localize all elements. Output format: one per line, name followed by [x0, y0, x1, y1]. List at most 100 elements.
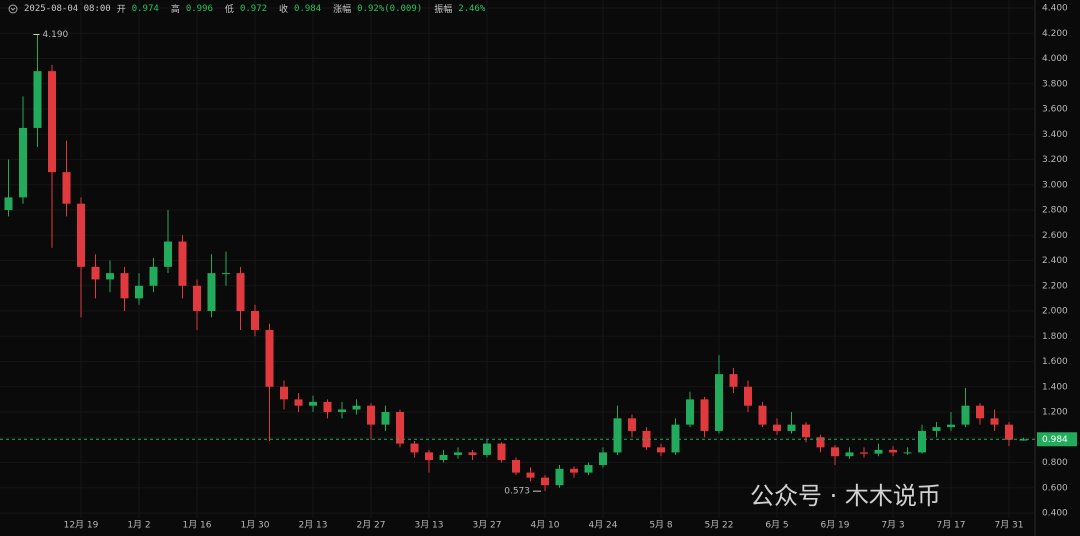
y-tick-label: 3.200 — [1042, 155, 1068, 165]
candle-body — [381, 412, 390, 425]
candle-body — [932, 427, 941, 431]
header-label: 涨幅 — [333, 5, 352, 15]
candle-body — [19, 127, 27, 198]
x-tick-label: 6月 5 — [765, 520, 788, 531]
header-value: 0.972 — [239, 3, 268, 14]
y-tick-label: 2.800 — [1042, 206, 1068, 216]
candle-body — [48, 71, 56, 173]
candle-body — [251, 311, 259, 330]
header-label: 低 — [224, 5, 234, 15]
x-tick-label: 3月 13 — [414, 520, 443, 531]
candle-body — [715, 374, 723, 431]
header-label: 收 — [279, 5, 289, 15]
y-tick-label: 0.800 — [1042, 458, 1068, 468]
y-tick-label: 4.400 — [1042, 4, 1068, 14]
y-tick-label: 0.600 — [1042, 483, 1068, 493]
header-time: 2025-08-04 08:00 — [24, 3, 111, 14]
header-value: 0.996 — [185, 3, 213, 14]
candle-body — [497, 443, 506, 460]
x-tick-label: 3月 27 — [472, 520, 501, 531]
candle-body — [207, 273, 216, 311]
candle-body — [352, 405, 361, 410]
candle-body — [323, 401, 332, 412]
candle-body — [309, 401, 317, 406]
watermark: 公众号 · 木木说币 — [750, 482, 941, 510]
candle-body — [599, 452, 607, 466]
header-label: 振幅 — [434, 5, 453, 15]
candle-body — [4, 197, 13, 210]
candle-body — [236, 273, 245, 311]
candle-body — [178, 241, 187, 286]
y-tick-label: 1.800 — [1042, 332, 1068, 342]
x-tick-label: 5月 22 — [704, 520, 733, 531]
candle-body — [33, 71, 42, 128]
candle-body — [628, 418, 636, 431]
candle-body — [773, 424, 781, 431]
header-value: 0.974 — [131, 3, 159, 14]
header-value: 2.46% — [458, 3, 486, 14]
collapse-icon[interactable] — [8, 4, 18, 14]
candle-body — [193, 285, 201, 311]
x-tick-label: 2月 27 — [356, 520, 385, 531]
candle-body — [265, 329, 274, 387]
candle-body — [77, 203, 85, 267]
candle-body — [91, 266, 100, 280]
candle-body — [425, 452, 433, 460]
min-label: 0.573 — [504, 487, 530, 497]
candle-body — [367, 405, 375, 425]
candle-body — [903, 452, 912, 454]
x-tick-label: 1月 16 — [182, 520, 211, 531]
candle-body — [222, 273, 230, 275]
y-tick-label: 1.200 — [1042, 408, 1068, 418]
candle-body — [816, 437, 825, 448]
candle-body — [657, 447, 665, 453]
candle-body — [135, 285, 143, 299]
candle-body — [62, 172, 71, 204]
y-tick-label: 4.000 — [1042, 54, 1068, 64]
x-tick-label: 5月 8 — [649, 520, 673, 531]
candle-body — [860, 452, 868, 454]
y-tick-label: 1.400 — [1042, 382, 1068, 392]
header-value: 0.92%(0.009) — [357, 3, 423, 14]
candle-body — [1005, 424, 1013, 440]
candle-body — [613, 418, 622, 453]
candle-body — [918, 430, 926, 453]
y-tick-label: 2.600 — [1042, 231, 1068, 241]
x-tick-label: 7月 17 — [936, 520, 965, 531]
candle-body — [758, 405, 767, 425]
header-value: 0.984 — [294, 3, 322, 14]
y-tick-label: 4.200 — [1042, 29, 1068, 39]
y-tick-label: 2.200 — [1042, 281, 1068, 291]
ohlc-header: 2025-08-04 08:00 开 0.974 高 0.996 低 0.972 收 0.98… — [8, 2, 491, 15]
candle-body — [149, 266, 158, 286]
candle-body — [280, 386, 288, 400]
candle-body — [831, 447, 839, 457]
x-tick-label: 1月 30 — [240, 520, 269, 531]
candle-body — [396, 412, 404, 444]
x-tick-label: 2月 13 — [298, 520, 327, 531]
candle-body — [454, 452, 462, 455]
candle-body — [541, 477, 549, 486]
x-tick-label: 1月 2 — [127, 520, 150, 531]
candle-body — [947, 424, 955, 428]
candle-body — [106, 273, 114, 280]
x-tick-label: 12月 19 — [64, 520, 99, 531]
y-tick-label: 3.400 — [1042, 130, 1068, 140]
candle-body — [483, 443, 491, 455]
candle-body — [729, 374, 738, 387]
y-tick-label: 1.600 — [1042, 357, 1068, 367]
x-tick-label: 7月 31 — [994, 520, 1023, 531]
y-tick-label: 3.800 — [1042, 79, 1068, 89]
candle-body — [787, 424, 796, 431]
candle-body — [642, 430, 651, 448]
candle-body — [338, 409, 346, 412]
candle-body — [570, 468, 578, 473]
candle-body — [744, 386, 752, 406]
x-tick-label: 4月 10 — [530, 520, 559, 531]
last-price-label: 0.984 — [1042, 435, 1068, 445]
candle-body — [802, 424, 810, 438]
y-tick-label: 3.000 — [1042, 180, 1068, 190]
candle-body — [526, 472, 535, 478]
candle-body — [845, 452, 854, 457]
